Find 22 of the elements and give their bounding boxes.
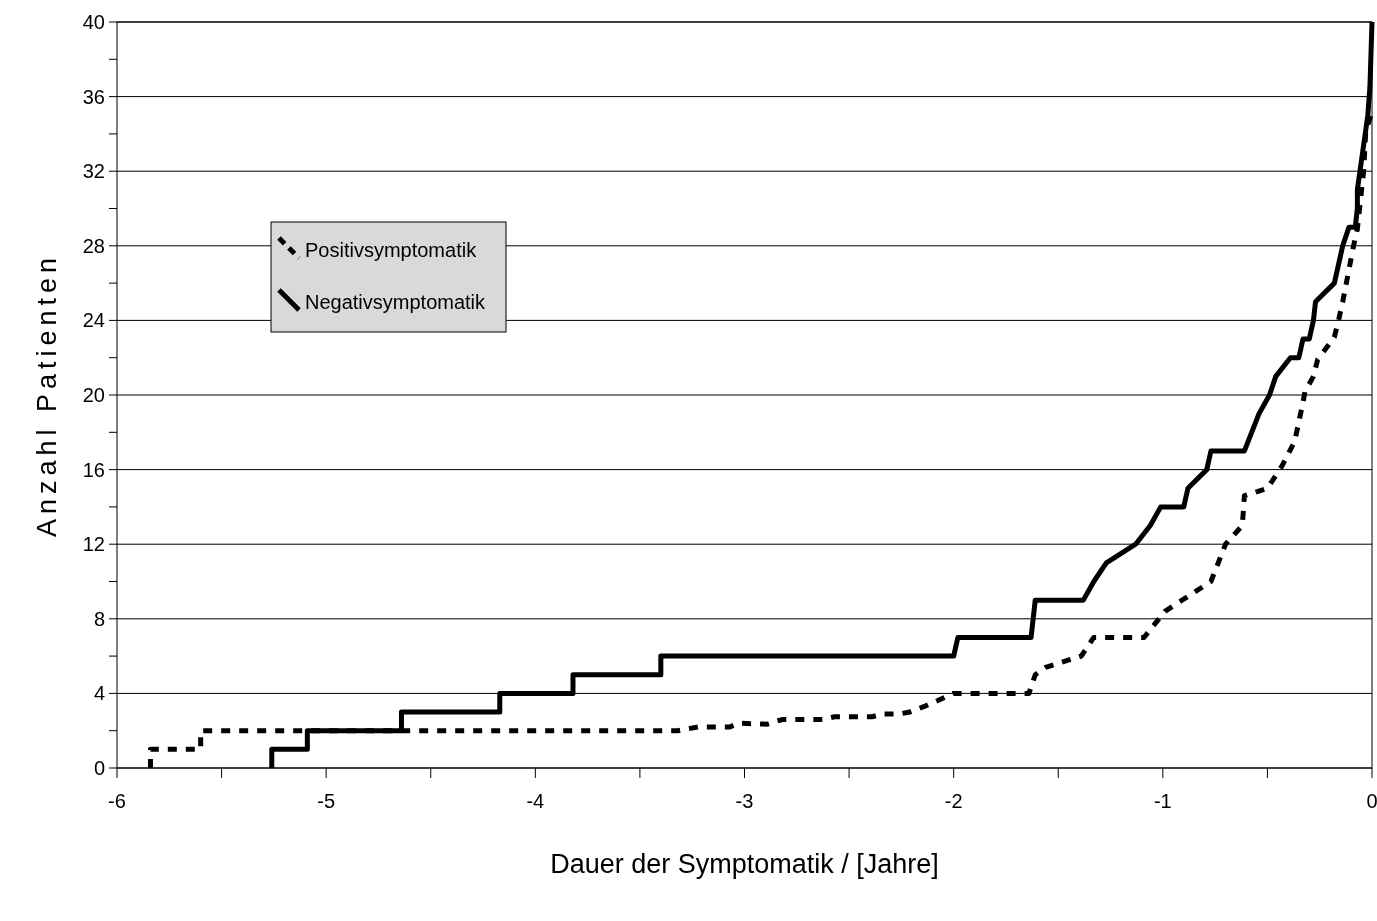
legend-label: Positivsymptomatik: [305, 239, 478, 261]
y-tick-label: 32: [82, 160, 105, 183]
x-axis-title: Dauer der Symptomatik / [Jahre]: [550, 849, 939, 879]
x-tick-label: -1: [1153, 790, 1172, 812]
legend-label: Negativsymptomatik: [305, 291, 487, 313]
y-tick-label: 28: [82, 234, 105, 257]
x-tick-label: -2: [944, 790, 963, 812]
y-tick-label: 20: [82, 384, 105, 406]
y-tick-label: 24: [82, 309, 105, 332]
y-tick-label: 12: [82, 533, 105, 556]
y-axis-title: Anzahl Patienten: [32, 252, 62, 538]
y-tick-label: 4: [93, 682, 105, 705]
y-tick-label: 40: [82, 11, 105, 33]
y-tick-label: 8: [93, 607, 105, 630]
x-tick-label: -3: [735, 790, 754, 812]
x-tick-label: -6: [108, 790, 126, 812]
x-tick-label: 0: [1366, 790, 1377, 812]
x-tick-label: -4: [526, 790, 545, 812]
y-tick-label: 36: [82, 85, 105, 108]
y-tick-label: 16: [82, 458, 105, 481]
y-tick-label: 0: [93, 757, 105, 779]
x-tick-label: -5: [317, 790, 336, 812]
